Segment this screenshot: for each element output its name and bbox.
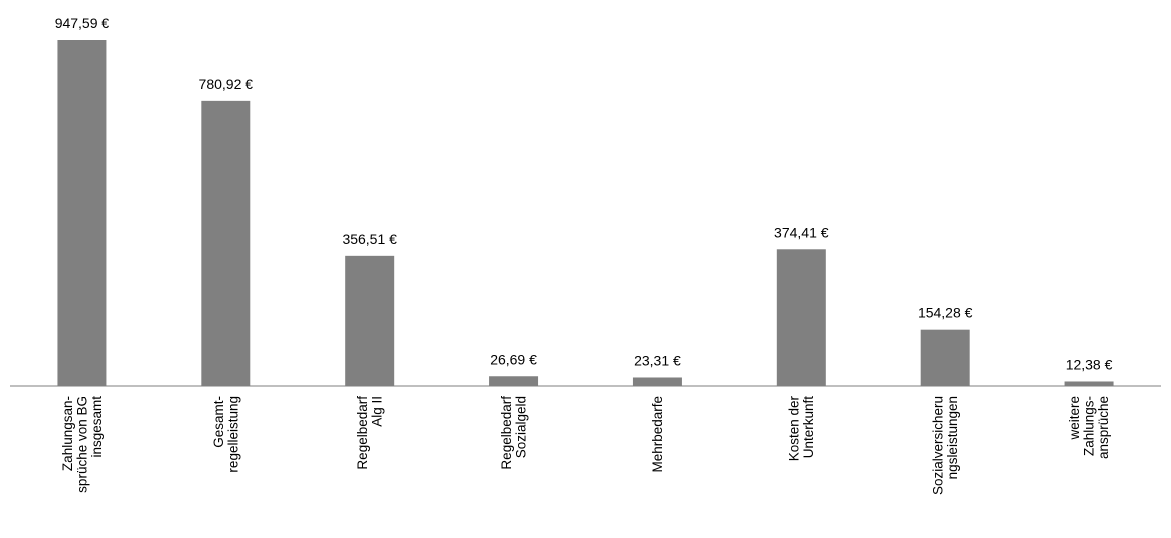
tick-label-line: weitere <box>1067 396 1082 441</box>
bar <box>201 100 251 387</box>
bar <box>57 40 107 386</box>
tick-label-line: insgesamt <box>89 396 104 458</box>
tick-label-line: Kosten der <box>787 396 802 462</box>
bar <box>489 376 539 386</box>
category-labels-group: Zahlungsan-sprüche von BGinsgesamt Gesamt… <box>60 396 1111 496</box>
tick-label: RegelbedarfSozialgeld <box>499 396 529 470</box>
tick-label: Kosten derUnterkunft <box>787 396 817 462</box>
bar <box>776 249 826 386</box>
tick-label-line: ngsleistungen <box>945 396 960 479</box>
data-label: 154,28 € <box>918 305 973 321</box>
tick-label-line: Sozialgeld <box>513 396 528 458</box>
tick-label: RegelbedarfAlg II <box>355 396 385 470</box>
tick-label-line: Mehrbedarfe <box>650 396 665 473</box>
tick-label-line: sprüche von BG <box>74 396 89 493</box>
tick-label-line: Sozialversicheru <box>930 396 945 495</box>
tick-label-line: Regelbedarf <box>499 396 514 470</box>
bar <box>345 255 395 386</box>
data-label: 947,59 € <box>55 15 110 31</box>
tick-label-line: Zahlungs- <box>1082 396 1097 456</box>
bars-group <box>57 40 1114 387</box>
data-label: 23,31 € <box>634 352 681 368</box>
bar <box>920 329 970 386</box>
tick-label-line: Zahlungsan- <box>60 396 75 471</box>
tick-label: Mehrbedarfe <box>650 396 665 473</box>
data-label: 374,41 € <box>774 224 829 240</box>
data-label: 356,51 € <box>342 231 397 247</box>
tick-label-line: regelleistung <box>226 396 241 473</box>
tick-label: Gesamt-regelleistung <box>211 396 241 473</box>
tick-label-line: Regelbedarf <box>355 396 370 470</box>
data-label: 12,38 € <box>1066 356 1113 372</box>
data-label: 780,92 € <box>199 76 254 92</box>
tick-label-line: Alg II <box>369 396 384 427</box>
tick-label-line: Unterkunft <box>801 396 816 459</box>
tick-label-line: ansprüche <box>1096 396 1111 459</box>
tick-label: Sozialversicherungsleistungen <box>930 396 960 495</box>
data-label: 26,69 € <box>490 351 537 367</box>
tick-label: weitereZahlungs-ansprüche <box>1067 396 1111 459</box>
tick-label: Zahlungsan-sprüche von BGinsgesamt <box>60 396 104 493</box>
tick-label-line: Gesamt- <box>211 396 226 448</box>
bar <box>632 377 682 386</box>
bar <box>1064 381 1114 386</box>
value-labels-group: 947,59 € 780,92 € 356,51 € 26,69 € 23,31 € 37… <box>55 15 1113 372</box>
